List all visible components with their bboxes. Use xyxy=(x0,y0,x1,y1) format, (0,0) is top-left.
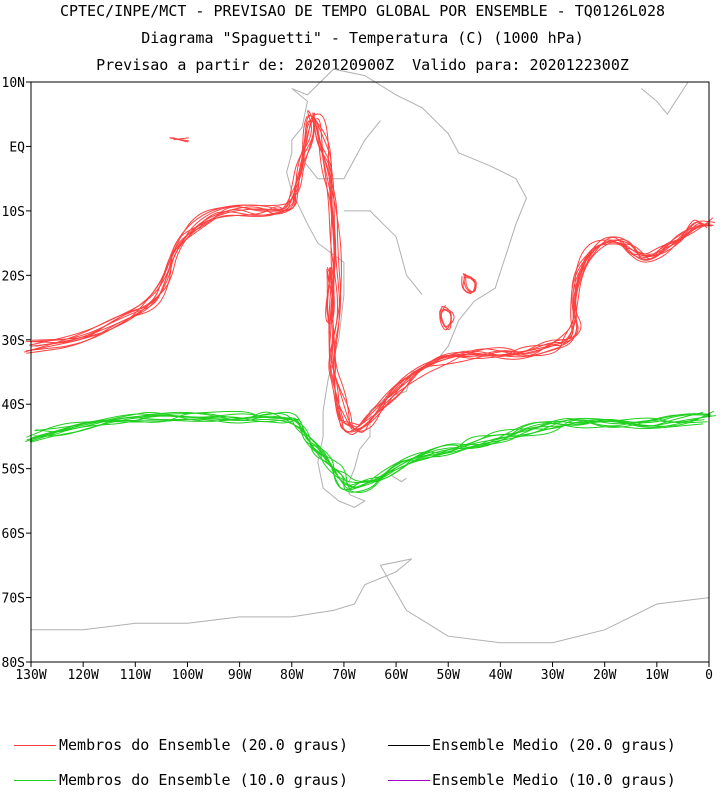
y-tick-label: 40S xyxy=(2,398,25,413)
coastline xyxy=(379,565,710,644)
member-10-contour xyxy=(30,411,704,490)
member-10-contour xyxy=(29,412,716,491)
x-tick-label: 100W xyxy=(172,668,203,683)
member-20-closed-contour xyxy=(439,308,452,331)
member-20-contour xyxy=(31,113,711,432)
x-tick-label: 40W xyxy=(489,668,513,683)
coastline-layer xyxy=(31,68,710,644)
member-20-closed-contour xyxy=(172,137,187,142)
coastline xyxy=(390,474,407,483)
x-tick-label: 120W xyxy=(67,668,98,683)
y-axis: 10N EQ 10S 20S 30S 40S 50S 60S 70S 80S xyxy=(2,76,31,671)
member-20-contour xyxy=(35,114,705,433)
x-tick-label: 110W xyxy=(120,668,151,683)
x-tick-label: 30W xyxy=(541,668,565,683)
legend-label-mean-20: Ensemble Medio (20.0 graus) xyxy=(432,736,676,754)
y-tick-label: EQ xyxy=(9,140,25,155)
y-tick-label: 20S xyxy=(2,269,25,284)
x-tick-label: 70W xyxy=(332,668,356,683)
member-10-contour xyxy=(26,411,708,483)
y-tick-label: 30S xyxy=(2,334,25,349)
x-tick-label: 50W xyxy=(436,668,460,683)
map-frame xyxy=(30,81,710,663)
y-tick-label: 50S xyxy=(2,463,25,478)
member-10-contour xyxy=(35,414,705,486)
x-tick-label: 130W xyxy=(15,668,46,683)
contour-layer xyxy=(24,110,716,494)
title-line-1: CPTEC/INPE/MCT - PREVISAO DE TEMPO GLOBA… xyxy=(59,2,666,20)
member-20-closed-contour xyxy=(173,137,189,141)
member-20-contour xyxy=(32,115,713,433)
coastline xyxy=(286,68,528,508)
legend-swatch-mean-10 xyxy=(388,780,430,781)
y-tick-label: 60S xyxy=(2,527,25,542)
title-line-3: Previsao a partir de: 2020120900Z Valido… xyxy=(96,56,629,74)
member-20-contour xyxy=(30,119,716,428)
x-tick-label: 0 xyxy=(705,668,713,683)
member-20-closed-contour xyxy=(462,273,476,294)
legend-label-members-10: Membros do Ensemble (10.0 graus) xyxy=(59,771,348,789)
member-20-contour xyxy=(28,120,709,432)
legend-swatch-members-20 xyxy=(14,745,56,746)
y-tick-label: 10N xyxy=(2,76,25,91)
coastline xyxy=(301,120,381,180)
title-line-2: Diagrama "Spaguetti" - Temperatura (C) (… xyxy=(141,29,584,47)
member-20-closed-contour xyxy=(326,267,333,325)
x-axis: 130W 120W 110W 100W 90W 80W 70W 60W 50W 40W 30W 20W… xyxy=(15,662,713,683)
y-tick-label: 70S xyxy=(2,592,25,607)
x-tick-label: 90W xyxy=(228,668,252,683)
x-tick-label: 10W xyxy=(645,668,669,683)
coastline xyxy=(640,81,689,116)
coastline xyxy=(343,210,423,296)
member-20-contour xyxy=(24,112,713,430)
legend-label-mean-10: Ensemble Medio (10.0 graus) xyxy=(432,771,676,789)
member-20-contour xyxy=(30,112,708,436)
member-20-contour xyxy=(26,118,714,430)
member-20-contour xyxy=(25,110,714,433)
legend-swatch-mean-20 xyxy=(388,745,430,746)
x-tick-label: 60W xyxy=(384,668,408,683)
coastline xyxy=(31,558,413,631)
y-tick-label: 10S xyxy=(2,205,25,220)
legend-label-members-20: Membros do Ensemble (20.0 graus) xyxy=(59,736,348,754)
member-10-contour xyxy=(26,413,712,488)
member-20-closed-contour xyxy=(440,305,452,328)
member-20-contour xyxy=(26,116,703,426)
x-tick-label: 20W xyxy=(593,668,617,683)
x-tick-label: 80W xyxy=(280,668,304,683)
y-tick-label: 80S xyxy=(2,656,25,671)
legend-swatch-members-10 xyxy=(14,780,56,781)
member-10-contour xyxy=(25,411,708,484)
